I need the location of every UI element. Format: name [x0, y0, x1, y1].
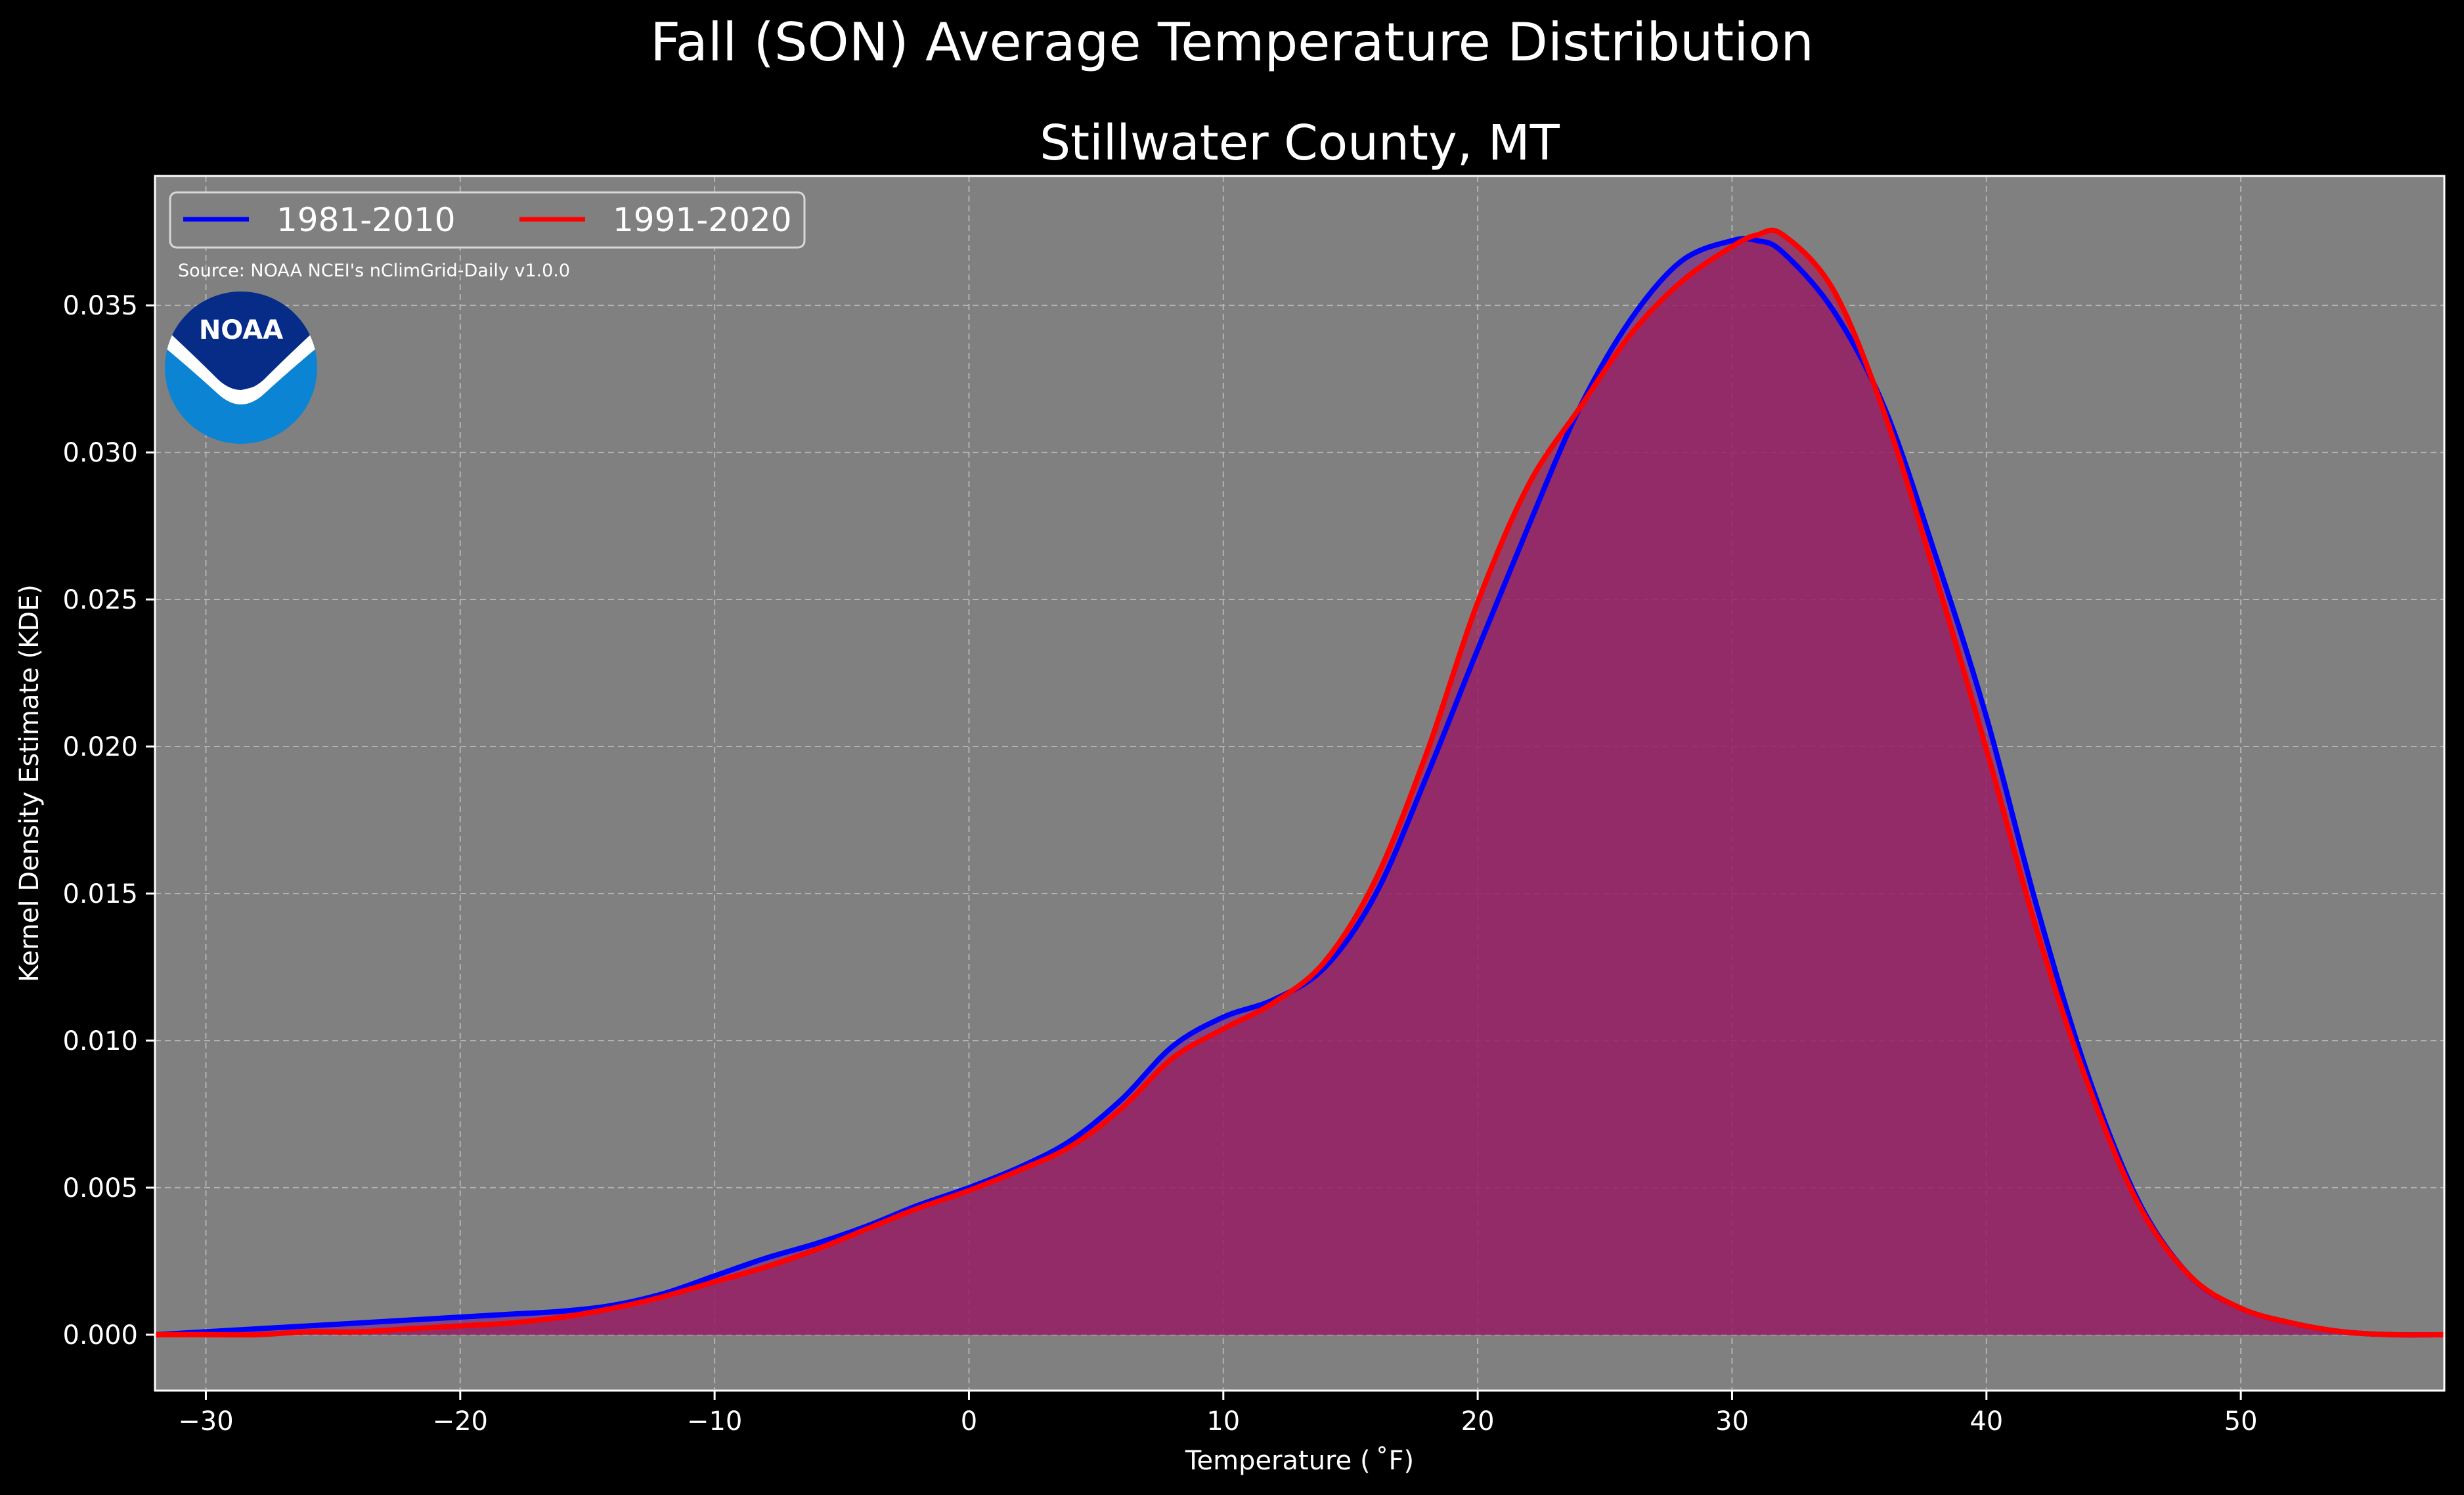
- chart-title: Stillwater County, MT: [1040, 115, 1560, 171]
- y-tick-label: 0.015: [62, 879, 138, 909]
- x-tick-label: 40: [1969, 1406, 2003, 1437]
- y-tick-label: 0.030: [62, 438, 138, 468]
- y-tick-label: 0.010: [62, 1026, 138, 1056]
- legend: 1981-2010 1991-2020: [169, 191, 806, 249]
- legend-label-1981-2010: 1981-2010: [276, 201, 456, 239]
- series-layer: [154, 227, 2445, 1338]
- chart-suptitle: Fall (SON) Average Temperature Distribut…: [650, 12, 1814, 73]
- x-axis-label: Temperature ( ˚F): [1185, 1446, 1414, 1476]
- legend-box: [169, 191, 806, 249]
- x-tick-label: −30: [178, 1406, 233, 1437]
- y-tick-label: 0.000: [62, 1320, 138, 1351]
- y-tick-label: 0.025: [62, 585, 138, 615]
- x-tick-label: 10: [1206, 1406, 1240, 1437]
- plot-frame: [154, 175, 2446, 1392]
- x-tick-label: 30: [1715, 1406, 1749, 1437]
- y-tick-label: 0.005: [62, 1173, 138, 1203]
- legend-label-1991-2020: 1991-2020: [613, 201, 792, 239]
- y-tick-label: 0.020: [62, 732, 138, 762]
- series-area-1991-2020: [155, 230, 2444, 1335]
- noaa-logo-text: NOAA: [199, 315, 283, 345]
- x-axis-ticks: −30 −20 −10 0 10 20 30 40 50: [178, 1391, 2258, 1437]
- x-tick-label: −10: [687, 1406, 742, 1437]
- source-note: Source: NOAA NCEI's nClimGrid-Daily v1.0…: [178, 261, 570, 281]
- x-tick-label: 50: [2224, 1406, 2258, 1437]
- y-tick-label: 0.035: [62, 291, 138, 321]
- y-axis-ticks: 0.000 0.005 0.010 0.015 0.020 0.025 0.030 0.035: [62, 291, 155, 1351]
- x-tick-label: 20: [1461, 1406, 1495, 1437]
- series-line-1981-2010: [154, 236, 2445, 1338]
- series-line-1991-2020: [154, 227, 2445, 1338]
- x-tick-label: 0: [961, 1406, 977, 1437]
- y-axis-label: Kernel Density Estimate (KDE): [14, 584, 45, 982]
- x-tick-label: −20: [433, 1406, 488, 1437]
